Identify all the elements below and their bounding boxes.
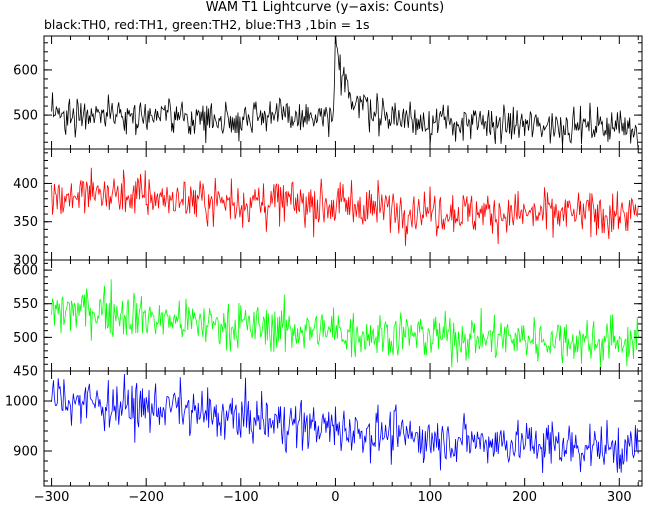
chart-subtitle: black:TH0, red:TH1, green:TH2, blue:TH3 … [44,17,370,32]
y-tick-label: 500 [13,331,38,346]
y-tick-label: 550 [13,297,38,312]
y-tick-label: 500 [13,109,38,124]
x-tick-label: −300 [34,490,70,505]
series-line-th0 [51,36,639,149]
series-line-th2 [51,279,639,368]
x-tick-label: 100 [418,490,443,505]
x-tick-label: −200 [128,490,164,505]
y-tick-label: 1000 [5,395,38,410]
chart-title: WAM T1 Lightcurve (y−axis: Counts) [205,0,445,15]
panel-frame [43,370,643,487]
panel-frame [43,35,643,150]
y-tick-label: 450 [13,365,38,380]
x-tick-label: 0 [331,490,339,505]
y-tick-label: 400 [13,177,38,192]
series-line-th1 [51,167,639,246]
x-tick-label: 300 [607,490,632,505]
series-line-th3 [51,374,639,474]
y-tick-label: 300 [13,254,38,269]
y-tick-label: 350 [13,215,38,230]
y-tick-label: 600 [13,264,38,279]
x-tick-label: −100 [223,490,259,505]
panel-frame [43,259,643,372]
x-tick-label: 200 [512,490,537,505]
y-tick-label: 900 [13,445,38,460]
y-tick-label: 600 [13,63,38,78]
